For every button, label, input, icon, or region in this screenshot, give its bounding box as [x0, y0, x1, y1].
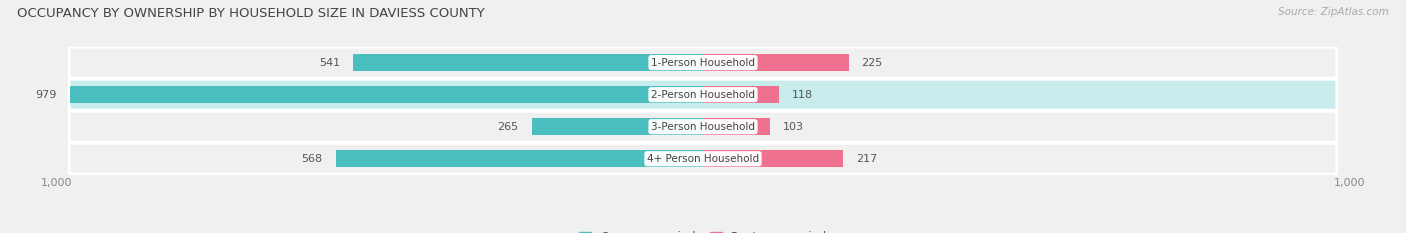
Bar	[531, 118, 703, 135]
Text: 103: 103	[783, 122, 804, 132]
Bar	[703, 86, 779, 103]
FancyBboxPatch shape	[69, 47, 1337, 78]
Legend: Owner-occupied, Renter-occupied: Owner-occupied, Renter-occupied	[574, 226, 832, 233]
FancyBboxPatch shape	[69, 79, 1337, 110]
Text: 541: 541	[319, 58, 340, 68]
Bar	[336, 151, 703, 167]
Bar	[703, 151, 844, 167]
Text: 4+ Person Household: 4+ Person Household	[647, 154, 759, 164]
Bar	[703, 118, 769, 135]
Text: 118: 118	[792, 90, 814, 100]
Text: 979: 979	[35, 90, 56, 100]
Text: 225: 225	[862, 58, 883, 68]
Text: 2-Person Household: 2-Person Household	[651, 90, 755, 100]
Text: 1-Person Household: 1-Person Household	[651, 58, 755, 68]
FancyBboxPatch shape	[69, 111, 1337, 142]
Bar	[703, 54, 849, 71]
Text: OCCUPANCY BY OWNERSHIP BY HOUSEHOLD SIZE IN DAVIESS COUNTY: OCCUPANCY BY OWNERSHIP BY HOUSEHOLD SIZE…	[17, 7, 485, 20]
FancyBboxPatch shape	[69, 143, 1337, 174]
Text: 3-Person Household: 3-Person Household	[651, 122, 755, 132]
Text: Source: ZipAtlas.com: Source: ZipAtlas.com	[1278, 7, 1389, 17]
Text: 265: 265	[498, 122, 519, 132]
Text: 217: 217	[856, 154, 877, 164]
Bar	[70, 86, 703, 103]
Bar	[353, 54, 703, 71]
Text: 568: 568	[301, 154, 323, 164]
